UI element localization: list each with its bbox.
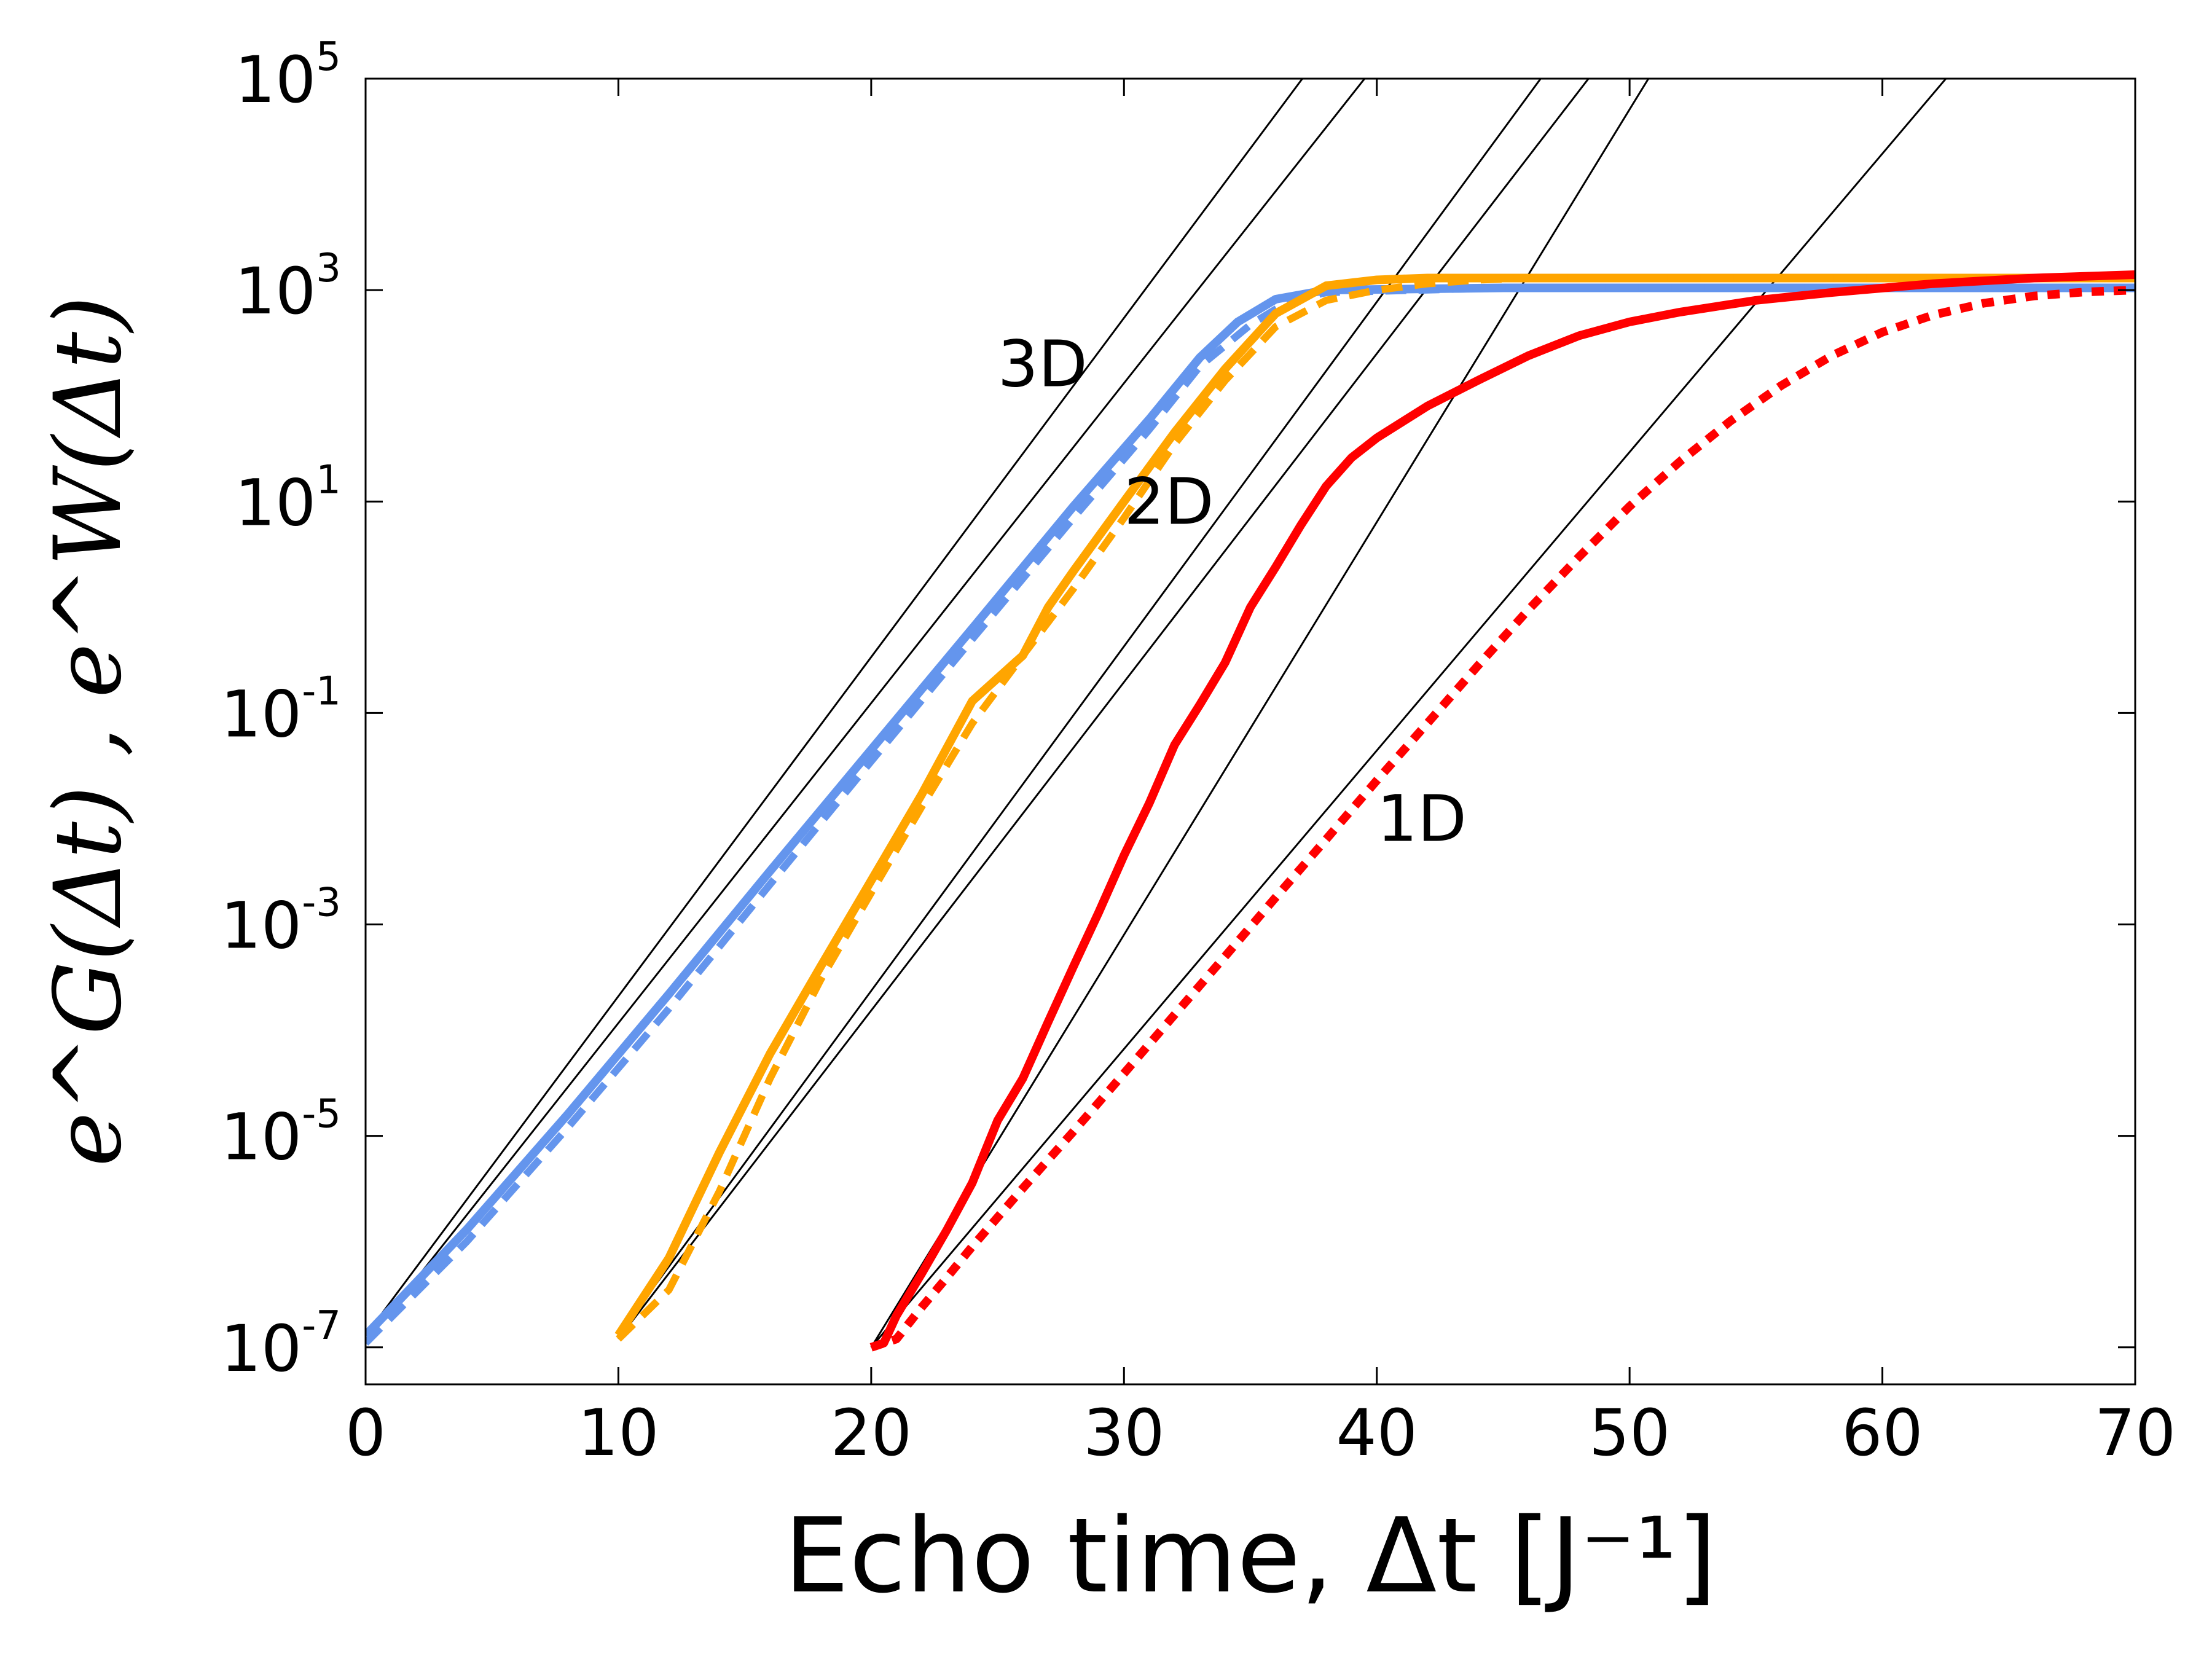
x-tick-label: 50 — [1589, 1395, 1670, 1470]
x-tick-label: 30 — [1083, 1395, 1164, 1470]
x-tick-label: 0 — [345, 1395, 386, 1470]
series-11-line — [870, 79, 1947, 1348]
series-layer — [366, 79, 2135, 1352]
series-5-line — [869, 286, 2135, 1352]
series-0-line — [366, 283, 2135, 1339]
series-1-line — [366, 284, 2135, 1346]
annotation-1d: 1D — [1377, 781, 1467, 856]
series-9-line — [618, 79, 1590, 1340]
y-tick-label: 10-7 — [221, 1303, 341, 1386]
series-8-line — [618, 79, 1542, 1336]
y-tick-label: 103 — [235, 246, 341, 329]
x-tick-label: 20 — [831, 1395, 912, 1470]
y-tick-label: 10-3 — [221, 880, 341, 963]
y-axis-label: e^G(Δt) , e^W(Δt) — [35, 296, 142, 1166]
annotation-layer: 3D 2D 1D — [998, 326, 1467, 856]
y-tick-label: 10-1 — [221, 669, 341, 751]
y-tick-label: 101 — [235, 457, 341, 540]
y-tick-label: 10-5 — [221, 1092, 341, 1175]
series-10-line — [870, 79, 1650, 1348]
annotation-3d: 3D — [998, 326, 1088, 401]
series-6-line — [366, 79, 1304, 1336]
x-tick-label: 10 — [578, 1395, 659, 1470]
series-3-line — [616, 274, 2135, 1342]
series-4-line — [869, 270, 2135, 1352]
series-7-line — [366, 79, 1366, 1344]
ticks-layer: 0 10 20 30 40 50 60 70 105 103 101 10-1 10-3 10-5 10-7 — [221, 34, 2176, 1470]
y-tick-label: 105 — [235, 34, 341, 117]
x-tick-label: 40 — [1336, 1395, 1418, 1470]
x-tick-label: 60 — [1841, 1395, 1923, 1470]
x-tick-label: 70 — [2095, 1395, 2176, 1470]
x-axis-label: Echo time, Δt [J⁻¹] — [784, 1496, 1717, 1616]
annotation-2d: 2D — [1124, 464, 1214, 539]
plot-frame — [364, 77, 2136, 1386]
